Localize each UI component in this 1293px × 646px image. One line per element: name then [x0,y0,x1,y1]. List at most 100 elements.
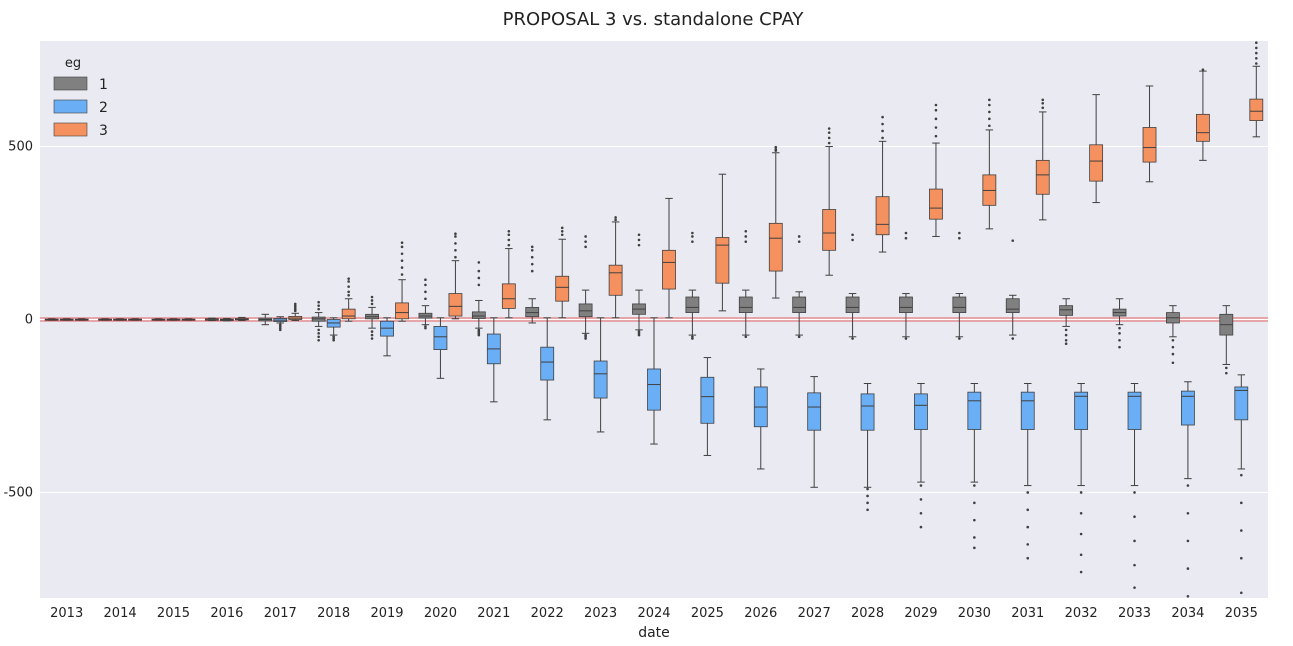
outlier-point [744,235,748,238]
x-tick-label: 2016 [210,606,243,621]
outlier-point [881,115,884,119]
outlier-point [400,241,404,244]
outlier-point [584,240,587,243]
outlier-point [1186,539,1190,543]
outlier-point [958,231,961,235]
box-1-2020 [418,278,433,330]
outlier-point [1026,556,1030,560]
outlier-point [477,276,481,280]
box-iqr [715,237,730,284]
legend-swatch [53,76,88,91]
outlier-point [1186,567,1190,570]
x-tick-label: 2023 [584,606,617,621]
outlier-point [317,338,320,342]
box-iqr [1059,305,1074,316]
box-iqr [685,296,700,313]
box-2-2017 [273,316,288,332]
outlier-point [400,259,404,262]
outlier-point [1255,41,1258,45]
outlier-point [774,145,778,149]
outlier-point [1240,591,1243,595]
box-2-2030 [967,383,982,550]
box-3-2013 [74,318,89,321]
outlier-point [691,231,694,235]
x-tick-label: 2030 [958,606,991,621]
outlier-point [454,232,457,236]
box-2-2025 [700,357,715,456]
outlier-point [1133,491,1136,494]
outlier-point [1171,345,1175,349]
box-iqr [1249,98,1264,121]
outlier-point [1118,345,1121,349]
box-iqr [1234,386,1249,421]
box-1-2026 [738,229,753,339]
box-1-2033 [1112,298,1127,349]
outlier-point [637,233,641,237]
box-iqr [1005,298,1020,313]
box-2-2020 [433,317,448,379]
box-iqr [341,308,356,320]
outlier-point [400,273,404,276]
outlier-point [1079,553,1083,557]
x-tick-label: 2033 [1118,606,1151,621]
box-3-2030 [982,98,997,230]
outlier-point [1133,563,1136,567]
outlier-point [560,226,564,230]
box-2-2029 [914,383,928,529]
box-iqr [807,392,822,431]
box-3-2021 [501,229,516,319]
box-1-2024 [632,233,646,337]
outlier-point [347,293,350,297]
outlier-point [881,122,884,126]
outlier-point [744,335,748,339]
box-2-2028 [860,383,875,512]
outlier-point [1026,508,1030,512]
outlier-point [1171,338,1175,342]
x-tick-labels: 2013 2014 2015 2016 2017 2018 2019 2020 2021 2022… [50,606,1258,621]
box-iqr [448,293,463,317]
outlier-point [424,326,427,330]
legend-swatch [53,99,88,114]
outlier-point [827,131,831,134]
x-axis-title: date [638,625,670,641]
outlier-point [851,337,854,340]
outlier-point [1079,491,1083,494]
outlier-point [1186,484,1190,487]
box-1-2035 [1219,305,1234,375]
outlier-point [370,295,374,299]
legend-label: 1 [99,77,108,93]
box-iqr [875,196,890,236]
chart-title: PROPOSAL 3 vs. standalone CPAY [503,9,805,30]
outlier-point [827,127,831,130]
box-iqr [860,393,875,431]
outlier-point [584,235,587,238]
outlier-point [1186,594,1190,598]
outlier-point [988,110,991,114]
outlier-point [424,297,427,301]
outlier-point [424,290,427,294]
outlier-point [919,525,923,529]
x-tick-label: 2028 [851,606,884,621]
outlier-point [317,328,320,332]
outlier-point [370,302,374,306]
outlier-point [973,546,976,550]
outlier-point [530,255,534,259]
box-2-2031 [1020,383,1035,560]
box-1-2027 [792,235,807,339]
box-1-2028 [845,233,860,340]
outlier-point [797,235,801,238]
box-iqr [738,296,753,313]
outlier-point [1026,525,1030,529]
box-3-2015 [181,318,196,321]
box-3-2033 [1142,85,1157,183]
box-3-2023 [608,216,623,319]
outlier-point [1026,543,1030,546]
box-2-2026 [753,368,768,470]
box-iqr [700,376,715,424]
outlier-point [584,245,587,249]
box-iqr [471,311,486,319]
x-tick-label: 2022 [531,606,564,621]
outlier-point [1011,337,1015,340]
outlier-point [744,240,748,243]
outlier-point [1079,570,1083,574]
